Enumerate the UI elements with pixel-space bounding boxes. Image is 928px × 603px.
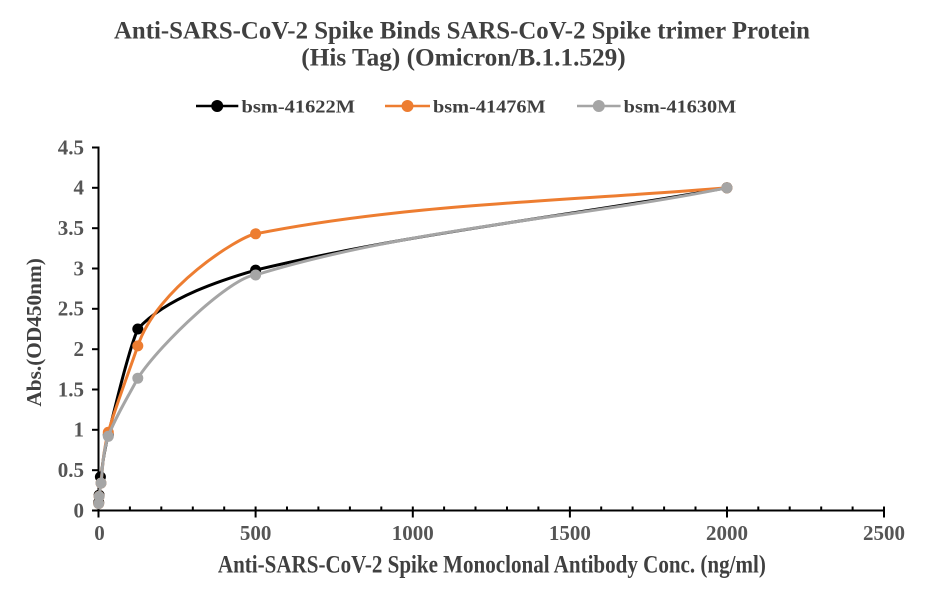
svg-text:bsm-41622M: bsm-41622M — [242, 96, 356, 116]
svg-text:1: 1 — [74, 418, 85, 442]
svg-text:2: 2 — [74, 337, 85, 361]
svg-text:Anti-SARS-CoV-2 Spike Binds SA: Anti-SARS-CoV-2 Spike Binds SARS-CoV-2 S… — [114, 18, 810, 45]
svg-text:bsm-41476M: bsm-41476M — [433, 96, 546, 116]
svg-text:3: 3 — [74, 256, 85, 280]
svg-text:4.5: 4.5 — [58, 135, 84, 159]
svg-text:0.5: 0.5 — [58, 458, 84, 482]
svg-text:(His Tag) (Omicron/B.1.1.529): (His Tag) (Omicron/B.1.1.529) — [301, 45, 625, 72]
svg-text:1.5: 1.5 — [58, 377, 84, 401]
svg-text:1500: 1500 — [549, 521, 591, 545]
svg-text:0: 0 — [94, 521, 105, 545]
svg-text:3.5: 3.5 — [58, 216, 84, 240]
svg-text:2500: 2500 — [863, 521, 905, 545]
svg-text:Abs.(OD450nm): Abs.(OD450nm) — [22, 258, 46, 406]
svg-text:Anti-SARS-CoV-2 Spike Monoclon: Anti-SARS-CoV-2 Spike Monoclonal Antibod… — [218, 552, 766, 579]
svg-text:500: 500 — [240, 521, 272, 545]
svg-text:2.5: 2.5 — [58, 297, 84, 321]
svg-text:4: 4 — [74, 176, 85, 200]
svg-text:1000: 1000 — [392, 521, 434, 545]
svg-text:2000: 2000 — [706, 521, 748, 545]
svg-text:0: 0 — [74, 498, 85, 522]
svg-text:bsm-41630M: bsm-41630M — [624, 96, 737, 116]
